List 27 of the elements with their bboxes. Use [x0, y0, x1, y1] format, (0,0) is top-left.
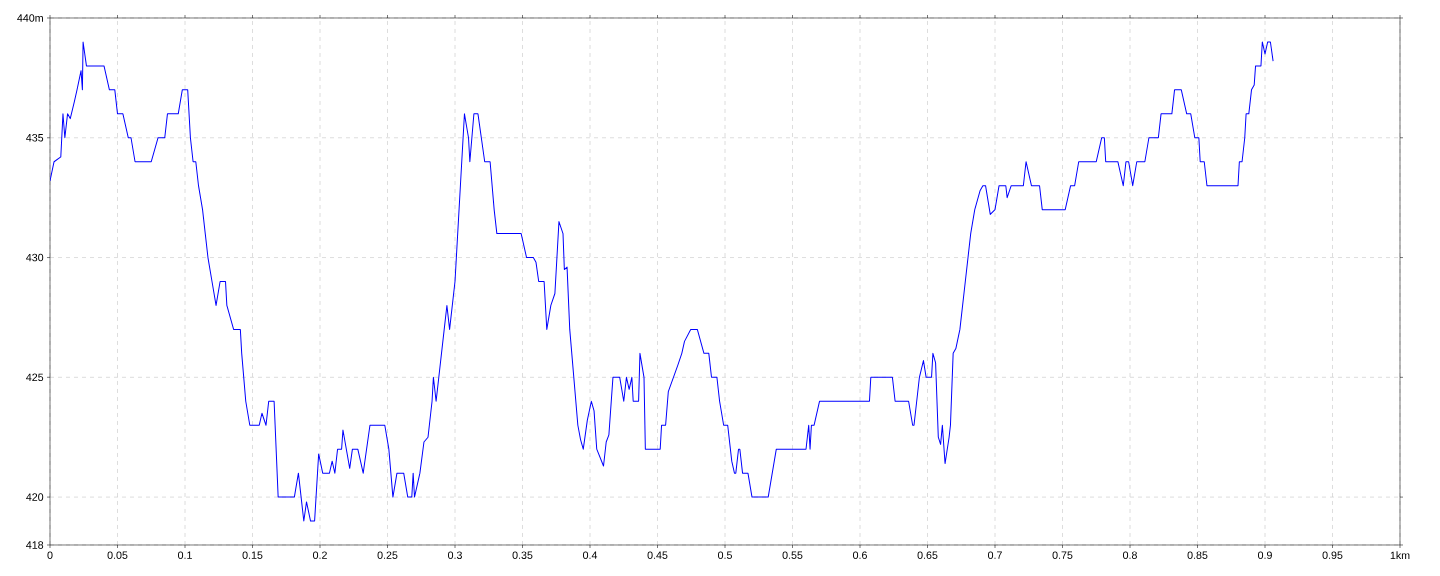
x-tick-label: 0.15	[242, 551, 263, 559]
x-tick-label: 0.9	[1258, 551, 1272, 559]
x-tick-label: 0.45	[647, 551, 668, 559]
x-tick-label: 0.5	[718, 551, 732, 559]
x-tick-label: 0.6	[853, 551, 867, 559]
x-tick-label: 0.05	[107, 551, 128, 559]
x-tick-label: 1km	[1390, 551, 1410, 560]
y-tick-label: 425	[26, 373, 44, 382]
x-tick-label: 0.25	[377, 551, 398, 559]
x-tick-label: 0.1	[178, 551, 192, 559]
y-tick-label: 430	[26, 253, 44, 262]
x-tick-label: 0.35	[512, 551, 533, 559]
y-tick-label: 420	[26, 493, 44, 501]
x-tick-label: 0.8	[1123, 551, 1137, 559]
x-tick-label: 0.7	[988, 551, 1002, 559]
x-tick-label: 0.95	[1322, 551, 1343, 559]
x-tick-label: 0	[47, 551, 53, 559]
x-tick-label: 0.2	[313, 551, 327, 559]
x-tick-label: 0.75	[1052, 551, 1073, 559]
x-tick-label: 0.85	[1187, 551, 1208, 559]
x-tick-label: 0.4	[583, 551, 598, 559]
y-tick-label: 440m	[17, 14, 43, 22]
y-tick-label: 435	[26, 134, 44, 142]
y-tick-label: 418	[26, 541, 44, 549]
x-tick-label: 0.3	[448, 551, 462, 559]
x-tick-label: 0.55	[782, 551, 803, 559]
x-tick-label: 0.65	[917, 551, 938, 559]
